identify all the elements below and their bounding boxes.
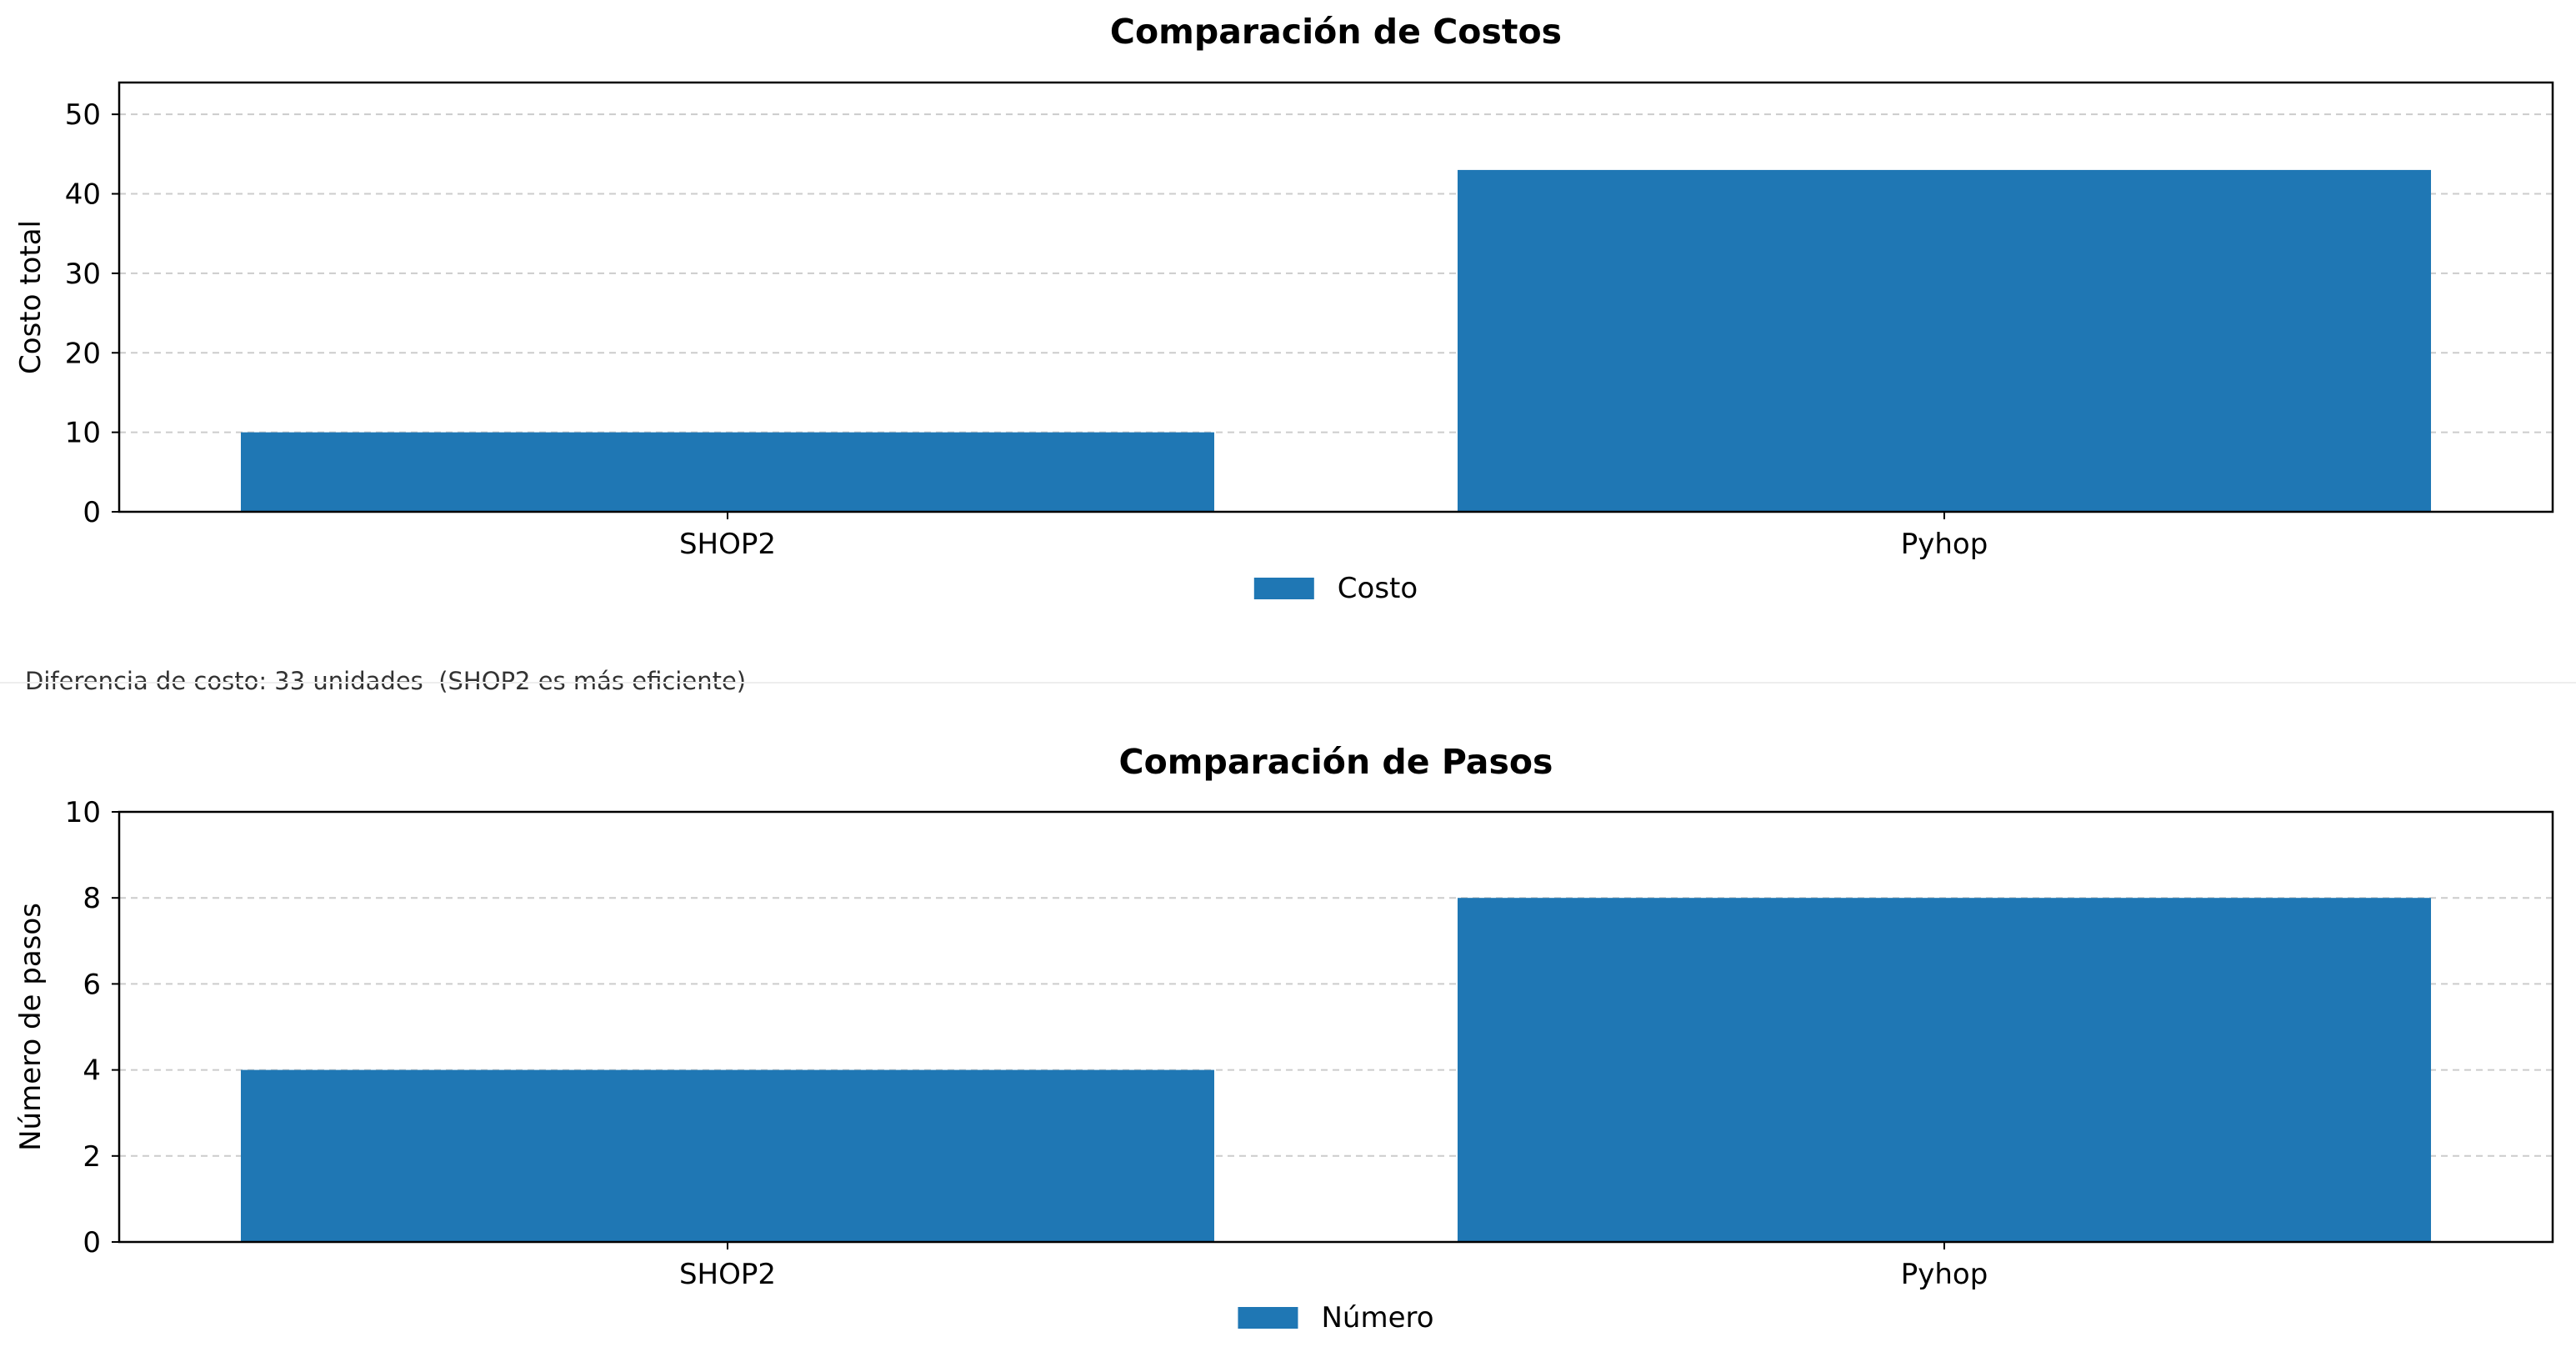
cost-difference-note: Diferencia de costo: 33 unidades (SHOP2 … (25, 667, 747, 695)
chart-title: Comparación de Costos (1110, 12, 1562, 52)
y-tick-label: 20 (65, 337, 101, 370)
y-tick-label: 8 (83, 882, 101, 915)
x-tick-label: SHOP2 (679, 1258, 776, 1291)
bar-shop2 (241, 432, 1214, 512)
x-tick-label: Pyhop (1901, 528, 1988, 561)
plot-frame (118, 81, 2554, 513)
y-tick-label: 6 (83, 968, 101, 1001)
y-axis-label: Costo total (14, 220, 48, 374)
y-axis-label: Número de pasos (14, 903, 48, 1151)
y-tick-label: 10 (65, 417, 101, 450)
y-tick-label: 2 (83, 1140, 101, 1174)
x-tick-label: SHOP2 (679, 528, 776, 561)
bar-pyhop (1458, 169, 2431, 512)
legend-swatch (1253, 578, 1314, 599)
y-tick-label: 4 (83, 1054, 101, 1088)
y-tick-label: 0 (83, 1226, 101, 1259)
y-tick-label: 40 (65, 178, 101, 212)
legend-label: Número (1321, 1301, 1433, 1334)
section-divider (0, 682, 2576, 684)
plot-frame (118, 810, 2554, 1244)
legend-swatch (1238, 1307, 1298, 1329)
y-tick-label: 50 (65, 98, 101, 132)
y-tick-label: 0 (83, 496, 101, 529)
legend-label: Costo (1338, 572, 1418, 605)
x-tick-label: Pyhop (1901, 1258, 1988, 1291)
y-tick-label: 10 (65, 796, 101, 829)
y-tick-label: 30 (65, 258, 101, 291)
bar-pyhop (1458, 898, 2431, 1242)
chart-title: Comparación de Pasos (1119, 742, 1553, 782)
bar-shop2 (241, 1069, 1214, 1242)
